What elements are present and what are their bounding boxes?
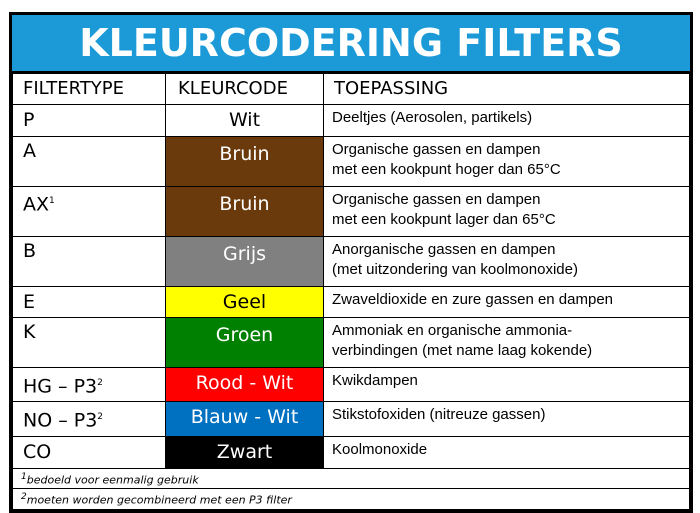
footnote-mark: 2 [97, 412, 104, 423]
header-kleurcode: KLEURCODE [165, 71, 324, 105]
color-code: Geel [165, 286, 324, 318]
table-row: A Bruin Organische gassen en dampen met een… [12, 136, 690, 187]
footnote-text: moeten worden gecombineerd met een P3 fi… [26, 493, 292, 507]
application-line: Organische gassen en dampen [332, 191, 541, 208]
table-row: P Wit Deeltjes (Aerosolen, partikels) [12, 104, 690, 137]
page-title: KLEURCODERING FILTERS [12, 15, 690, 71]
filter-type-text: K [23, 321, 36, 343]
footnote-text: bedoeld voor eenmalig gebruik [26, 473, 199, 487]
color-code: Zwart [165, 435, 324, 469]
color-code: Groen [165, 317, 324, 368]
header-row: FILTERTYPE KLEURCODE TOEPASSING [12, 71, 690, 105]
filter-type-text: B [23, 240, 37, 262]
application-line: Deeltjes (Aerosolen, partikels) [332, 109, 533, 126]
footnote-mark: 1 [49, 196, 55, 206]
filter-type: P [12, 104, 166, 137]
filter-type: CO [12, 435, 166, 469]
application: Zwaveldioxide en zure gassen en dampen [323, 286, 690, 318]
application-line: Zwaveldioxide en zure gassen en dampen [332, 291, 614, 308]
application: Ammoniak en organische ammonia-verbindin… [323, 317, 690, 368]
filter-color-table: KLEURCODERING FILTERS FILTERTYPE KLEURCO… [9, 12, 693, 513]
application: Anorganische gassen en dampen (met uitzon… [323, 236, 690, 287]
filter-type: NO – P32 [12, 401, 166, 437]
filter-type-text: E [23, 291, 36, 313]
filter-type-text: CO [23, 440, 52, 463]
footnote-row: 1bedoeld voor eenmalig gebruik [12, 467, 690, 490]
application-line: (met uitzondering van koolmonoxide) [332, 261, 578, 278]
filter-type: HG – P32 [12, 366, 166, 403]
application-line: met een kookpunt lager dan 65°C [332, 211, 556, 228]
table-row: NO – P32 Blauw - Wit Stikstofoxiden (nitre… [12, 401, 690, 437]
application-line: Stikstofoxiden (nitreuze gassen) [332, 406, 546, 424]
header-filtertype: FILTERTYPE [12, 71, 166, 105]
application: Koolmonoxide [323, 435, 690, 469]
color-code: Blauw - Wit [165, 401, 324, 437]
application: Organische gassen en dampen met een kookp… [323, 136, 690, 187]
filter-type: E [12, 286, 166, 318]
filter-type-text: NO – P3 [23, 409, 98, 432]
filter-type-text: P [23, 109, 35, 131]
table-row: B Grijs Anorganische gassen en dampen (met … [12, 236, 690, 287]
table-row: HG – P32 Rood - Wit Kwikdampen [12, 366, 690, 403]
filter-type-text: A [23, 140, 36, 162]
application: Organische gassen en dampen met een kookp… [323, 186, 690, 237]
footnote-mark: 1 [21, 471, 27, 482]
color-code: Grijs [165, 236, 324, 287]
filter-type: A [12, 136, 166, 187]
table-row: AX1 Bruin Organische gassen en dampen met e… [12, 186, 690, 237]
application-line: Kwikdampen [332, 372, 418, 389]
filter-type: B [12, 236, 166, 287]
table-row: K Groen Ammoniak en organische ammonia-ver… [12, 317, 690, 368]
application-line: Koolmonoxide [332, 440, 428, 458]
color-code: Bruin [165, 136, 324, 187]
application: Deeltjes (Aerosolen, partikels) [323, 104, 690, 137]
application: Stikstofoxiden (nitreuze gassen) [323, 401, 690, 437]
table-row: CO Zwart Koolmonoxide [12, 435, 690, 469]
footnote-mark: 2 [21, 492, 27, 503]
footnote: 1bedoeld voor eenmalig gebruik [12, 467, 690, 490]
filter-type: K [12, 317, 166, 368]
color-code: Bruin [165, 186, 324, 237]
color-code: Wit [165, 104, 324, 137]
application: Kwikdampen [323, 366, 690, 403]
table-row: E Geel Zwaveldioxide en zure gassen en dam… [12, 286, 690, 318]
footnote: 2moeten worden gecombineerd met een P3 f… [12, 488, 690, 510]
application-line: Ammoniak en organische ammonia- [332, 322, 573, 339]
application-line: met een kookpunt hoger dan 65°C [332, 161, 561, 178]
footnote-mark: 2 [97, 378, 103, 388]
filter-type-text: HG – P3 [23, 375, 98, 398]
footnote-row: 2moeten worden gecombineerd met een P3 f… [12, 488, 690, 510]
color-code: Rood - Wit [165, 366, 324, 403]
application-line: Organische gassen en dampen [332, 141, 541, 158]
application-line: verbindingen (met name laag kokende) [332, 342, 593, 359]
header-toepassing: TOEPASSING [323, 71, 690, 105]
filter-type: AX1 [12, 186, 166, 237]
filter-type-text: AX [23, 193, 50, 216]
application-line: Anorganische gassen en dampen [332, 241, 556, 258]
